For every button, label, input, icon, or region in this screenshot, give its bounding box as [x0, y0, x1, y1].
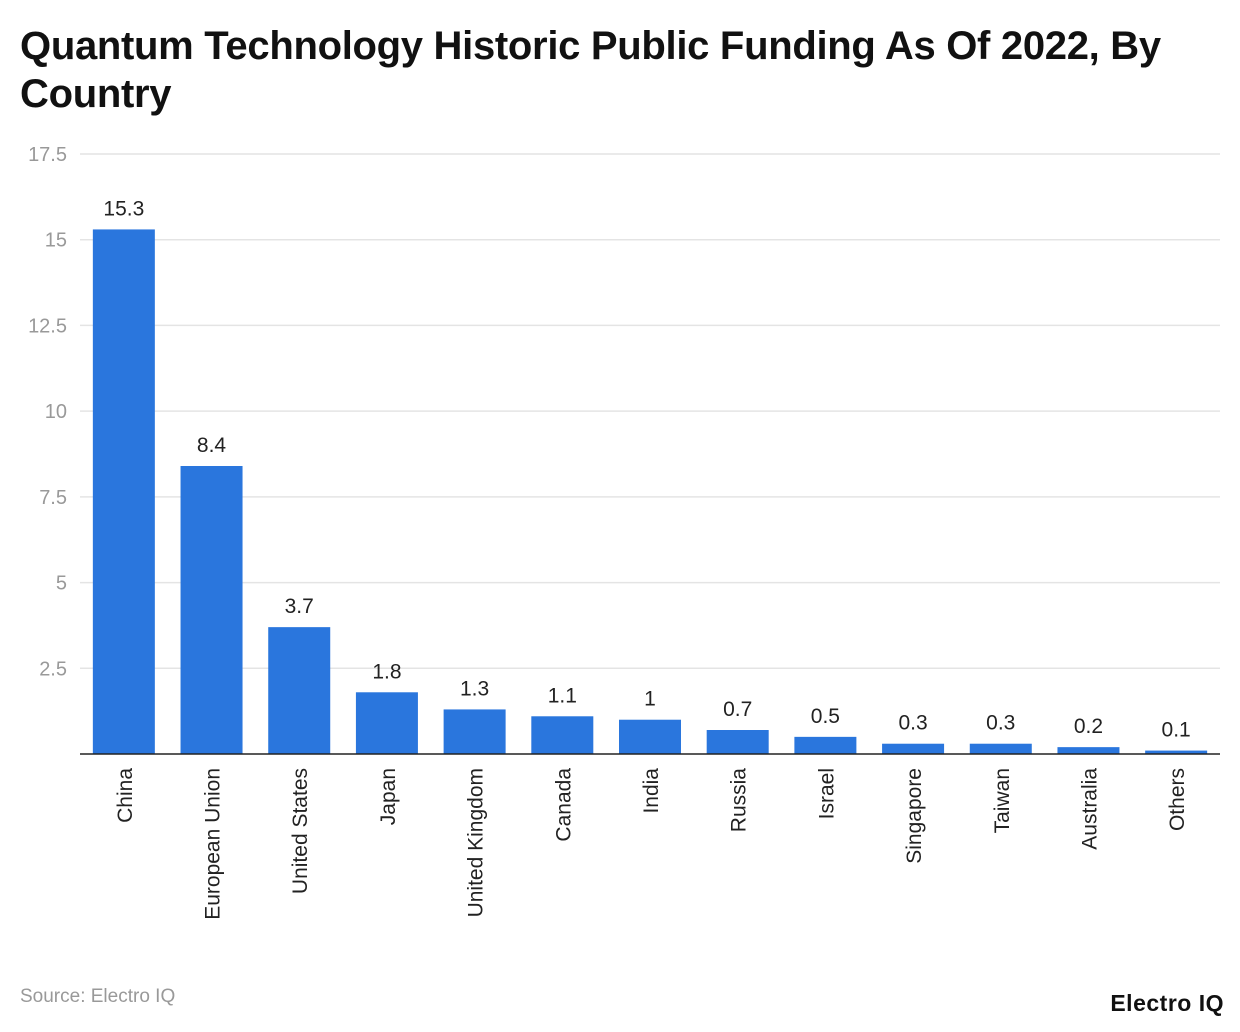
data-label: 8.4: [197, 434, 227, 457]
data-label: 1.8: [372, 660, 401, 683]
bar-china: [92, 229, 155, 754]
bar-russia: [706, 730, 769, 754]
data-label: 3.7: [285, 595, 314, 618]
data-label: 0.2: [1074, 715, 1103, 738]
x-tick-label: China: [114, 768, 137, 823]
data-label: 0.1: [1162, 719, 1191, 742]
y-tick-label: 10: [45, 401, 67, 423]
data-label: 0.3: [986, 712, 1015, 735]
x-tick-label: United Kingdom: [465, 768, 488, 917]
data-label: 1.1: [548, 684, 577, 707]
y-tick-label: 15: [45, 230, 67, 252]
bar-australia: [1057, 747, 1120, 754]
bar-others: [1145, 750, 1208, 754]
data-label: 1: [644, 688, 656, 711]
x-tick-label: Singapore: [903, 768, 926, 864]
x-tick-label: Canada: [552, 768, 575, 842]
x-tick-label: Russia: [728, 768, 751, 833]
data-label: 15.3: [103, 197, 144, 220]
x-tick-label: Others: [1166, 768, 1189, 831]
x-tick-label: Taiwan: [991, 768, 1014, 833]
data-label: 1.3: [460, 677, 489, 700]
bar-european-union: [180, 466, 243, 754]
bar-taiwan: [969, 743, 1032, 754]
y-tick-label: 12.5: [28, 315, 67, 337]
y-tick-label: 2.5: [39, 658, 67, 680]
electro-iq-logo: Electro IQ: [1110, 990, 1224, 1016]
data-label: 0.5: [811, 705, 840, 728]
bar-canada: [531, 716, 594, 754]
bar-united-kingdom: [443, 709, 506, 754]
x-tick-label: European Union: [202, 768, 225, 920]
x-tick-label: Japan: [377, 768, 400, 825]
y-tick-label: 7.5: [39, 487, 67, 509]
chart-title: Quantum Technology Historic Public Fundi…: [20, 24, 1161, 116]
source-note: Source: Electro IQ: [20, 986, 176, 1007]
data-label: 0.7: [723, 698, 752, 721]
x-tick-label: India: [640, 768, 663, 814]
bar-japan: [355, 692, 418, 754]
x-tick-label: Australia: [1078, 768, 1101, 850]
x-tick-label: Israel: [815, 768, 838, 819]
x-tick-label: United States: [289, 768, 312, 894]
data-label: 0.3: [898, 712, 927, 735]
y-tick-label: 5: [56, 573, 67, 595]
bar-india: [619, 719, 681, 754]
bar-singapore: [882, 743, 945, 754]
bar-israel: [794, 736, 857, 754]
bar-united-states: [268, 627, 331, 754]
y-tick-label: 17.5: [28, 144, 67, 166]
